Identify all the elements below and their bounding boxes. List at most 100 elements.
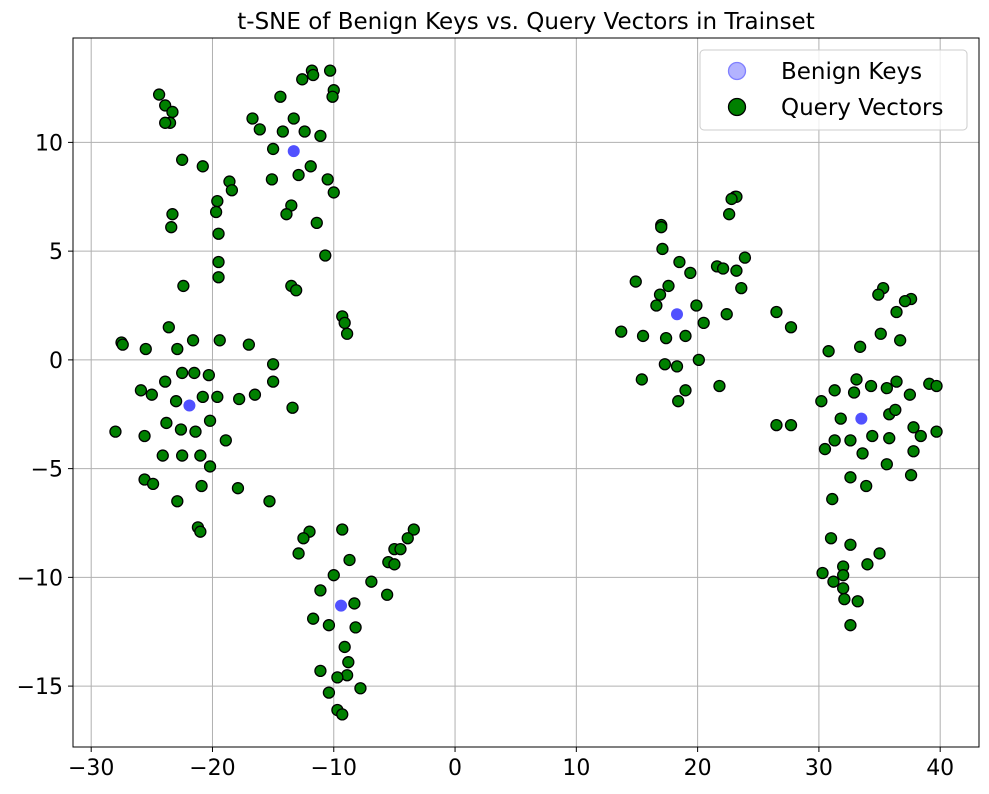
- query-vector-point: [292, 547, 305, 560]
- query-vector-point: [219, 434, 232, 447]
- query-vector-point: [864, 379, 878, 393]
- query-vector-point: [907, 445, 920, 458]
- query-vector-point: [847, 386, 861, 399]
- query-vector-point: [322, 619, 336, 632]
- query-vector-point: [883, 432, 896, 445]
- query-vector-point: [636, 329, 650, 343]
- query-vector-point: [331, 671, 344, 684]
- query-vector-point: [248, 388, 262, 401]
- query-vector-point: [716, 262, 730, 275]
- query-vector-point: [276, 125, 289, 138]
- query-vector-point: [286, 401, 299, 414]
- query-vector-point: [196, 390, 209, 403]
- query-vector-point: [336, 523, 349, 536]
- query-vector-point: [903, 388, 917, 401]
- query-vector-point: [188, 366, 201, 380]
- query-vector-point: [615, 325, 628, 338]
- y-tick-label: −15: [17, 675, 63, 700]
- query-vector-point: [116, 338, 129, 351]
- query-vector-point: [246, 112, 259, 125]
- query-vector-point: [319, 249, 332, 262]
- query-vector-point: [209, 205, 223, 219]
- query-vector-point: [851, 595, 864, 608]
- axis-ticks: −30 −20 −10 0 10 20 30 40 −15 −10 −5 0 5 10: [17, 131, 955, 781]
- query-vector-point: [171, 342, 184, 356]
- query-vector-point: [253, 123, 266, 136]
- query-vector-point: [177, 279, 190, 293]
- query-vector-point: [890, 305, 903, 319]
- x-tick-label: 40: [926, 756, 954, 781]
- query-vector-point: [274, 90, 287, 103]
- query-vector-point: [296, 73, 309, 86]
- query-vector-point: [880, 458, 893, 471]
- query-vector-point: [166, 105, 179, 119]
- query-vector-point: [861, 558, 874, 571]
- query-vector-point: [853, 340, 867, 353]
- query-vector-point: [822, 345, 835, 358]
- query-vector-point: [735, 281, 748, 295]
- query-vector-point: [725, 192, 738, 206]
- query-vector-point: [306, 612, 320, 625]
- query-vector-point: [211, 194, 224, 208]
- query-vector-point: [165, 221, 178, 234]
- query-vector-point: [914, 429, 927, 443]
- query-vector-point: [650, 299, 663, 312]
- query-vector-point: [679, 384, 692, 397]
- chart-title: t-SNE of Benign Keys vs. Query Vectors i…: [237, 9, 814, 35]
- query-vector-point: [159, 375, 172, 388]
- query-vector-point: [655, 221, 668, 234]
- query-vector-point: [152, 88, 166, 101]
- query-vector-point: [203, 414, 217, 427]
- query-vector-point: [340, 327, 354, 340]
- query-vector-point: [818, 442, 832, 456]
- query-vector-point: [673, 255, 686, 269]
- query-vector-point: [658, 358, 672, 371]
- query-vector-point: [890, 375, 903, 388]
- query-vector-point: [292, 168, 305, 182]
- query-vector-point: [894, 334, 907, 347]
- query-vector-point: [670, 360, 684, 373]
- query-vector-point: [290, 284, 303, 297]
- query-vector-point: [684, 266, 697, 280]
- query-vector-point: [837, 569, 850, 582]
- query-vector-point: [844, 538, 857, 551]
- query-vector-point: [873, 547, 886, 560]
- query-vector-point: [834, 412, 847, 425]
- query-vector-point: [338, 640, 351, 654]
- query-vector-point: [826, 492, 839, 506]
- query-vector-point: [138, 429, 151, 443]
- query-vector-point: [231, 482, 245, 495]
- query-vector-point: [159, 116, 172, 129]
- query-vector-point: [692, 353, 705, 367]
- query-vector-point: [770, 418, 783, 432]
- x-tick-label: −20: [189, 756, 235, 781]
- query-vector-point: [263, 495, 276, 508]
- query-vector-point: [659, 331, 673, 345]
- query-vector-point: [690, 299, 703, 312]
- query-vector-point: [860, 479, 873, 493]
- query-vector-point: [280, 208, 293, 221]
- query-vector-point: [176, 153, 189, 166]
- legend-marker: [727, 97, 747, 117]
- query-vector-point: [166, 208, 179, 221]
- series-query-vectors: [109, 64, 943, 721]
- query-vector-point: [169, 395, 183, 408]
- query-vector-point: [212, 255, 225, 269]
- query-vector-point: [212, 271, 225, 284]
- query-vector-point: [196, 160, 209, 173]
- query-vector-point: [697, 316, 710, 330]
- x-tick-label: −10: [311, 756, 357, 781]
- query-vector-point: [844, 434, 857, 447]
- x-tick-label: 30: [805, 756, 833, 781]
- x-tick-label: 10: [562, 756, 590, 781]
- query-vector-point: [662, 279, 675, 293]
- query-vector-point: [874, 327, 887, 340]
- query-vector-point: [837, 582, 850, 595]
- query-vector-point: [266, 142, 280, 156]
- query-vector-point: [323, 64, 337, 77]
- query-vector-point: [162, 321, 175, 334]
- query-vector-point: [898, 295, 912, 308]
- query-vector-point: [828, 384, 841, 397]
- plot-frame: [72, 37, 980, 748]
- query-vector-point: [349, 621, 362, 634]
